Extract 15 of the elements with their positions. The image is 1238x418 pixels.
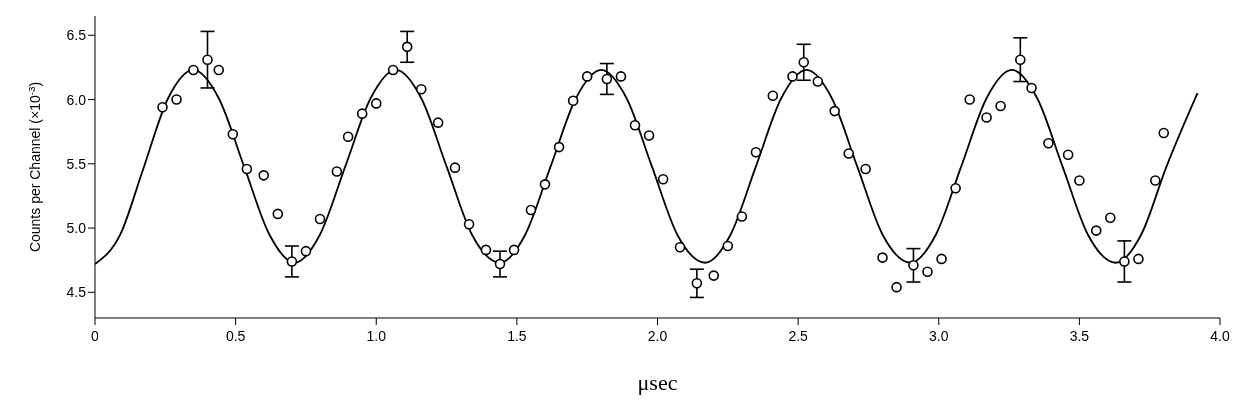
x-tick-label: 0	[91, 328, 100, 344]
x-tick-label: 3.0	[929, 328, 949, 344]
y-tick-label: 6.5	[66, 27, 87, 44]
x-tick-label: 2.0	[647, 328, 668, 344]
x-tick-label: 1.0	[366, 328, 387, 344]
x-tick-label: 3.5	[1069, 328, 1090, 344]
x-tick-label: 0.5	[225, 328, 246, 344]
x-tick-label: 1.5	[507, 328, 527, 344]
y-tick-label: 5.5	[66, 155, 87, 172]
x-axis-title: μsec	[637, 370, 678, 395]
x-tick-label: 2.5	[788, 328, 809, 344]
y-tick-label: 5.0	[66, 220, 87, 237]
y-tick-label: 4.5	[66, 284, 87, 301]
y-tick-label: 6.0	[66, 91, 87, 108]
x-tick-label: 4.0	[1210, 328, 1230, 344]
